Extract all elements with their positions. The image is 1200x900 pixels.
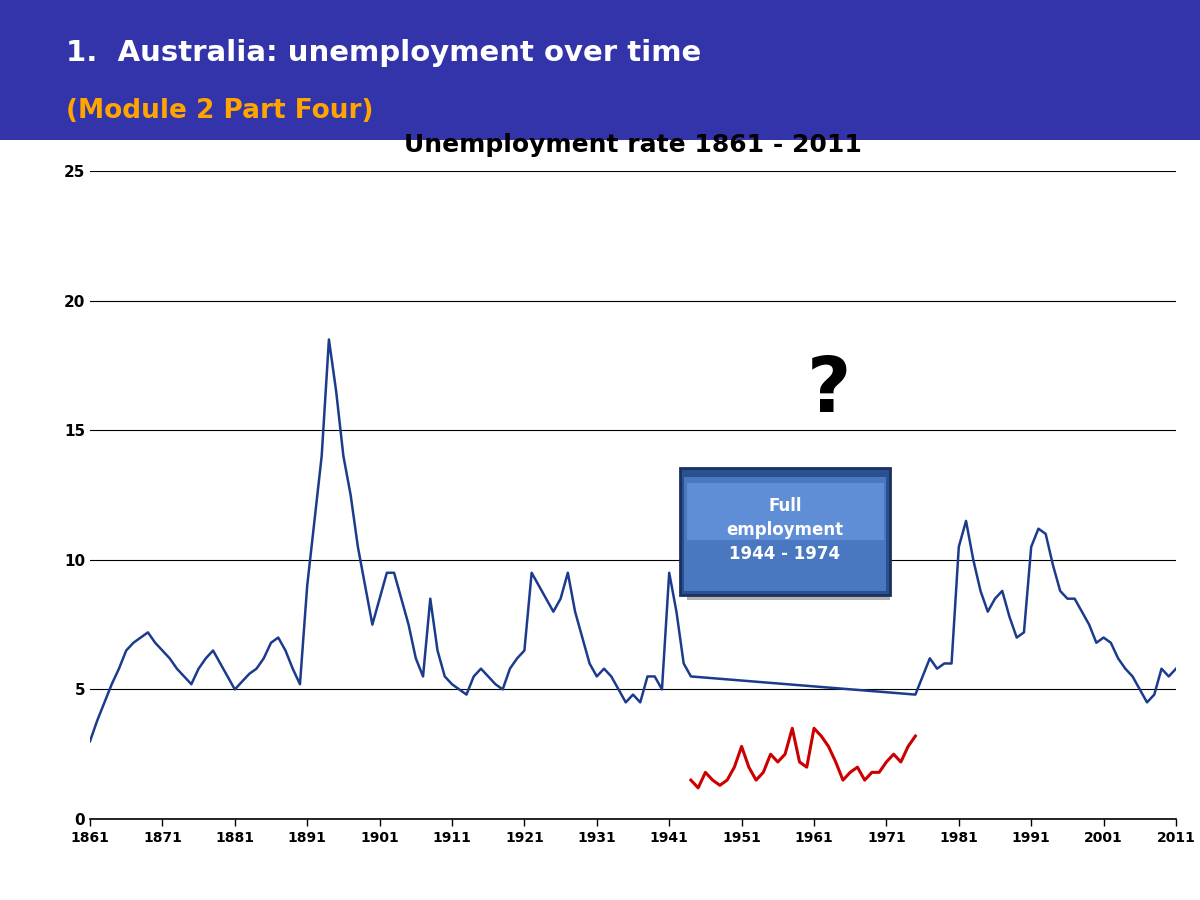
FancyBboxPatch shape xyxy=(686,482,883,540)
Title: Unemployment rate 1861 - 2011: Unemployment rate 1861 - 2011 xyxy=(404,132,862,157)
Text: Full
employment
1944 - 1974: Full employment 1944 - 1974 xyxy=(726,498,844,562)
Text: 1.  Australia: unemployment over time: 1. Australia: unemployment over time xyxy=(66,39,701,68)
Text: (Module 2 Part Four): (Module 2 Part Four) xyxy=(66,97,373,123)
FancyBboxPatch shape xyxy=(684,477,887,591)
FancyBboxPatch shape xyxy=(680,468,890,595)
FancyBboxPatch shape xyxy=(688,486,890,600)
Text: ?: ? xyxy=(806,355,851,428)
